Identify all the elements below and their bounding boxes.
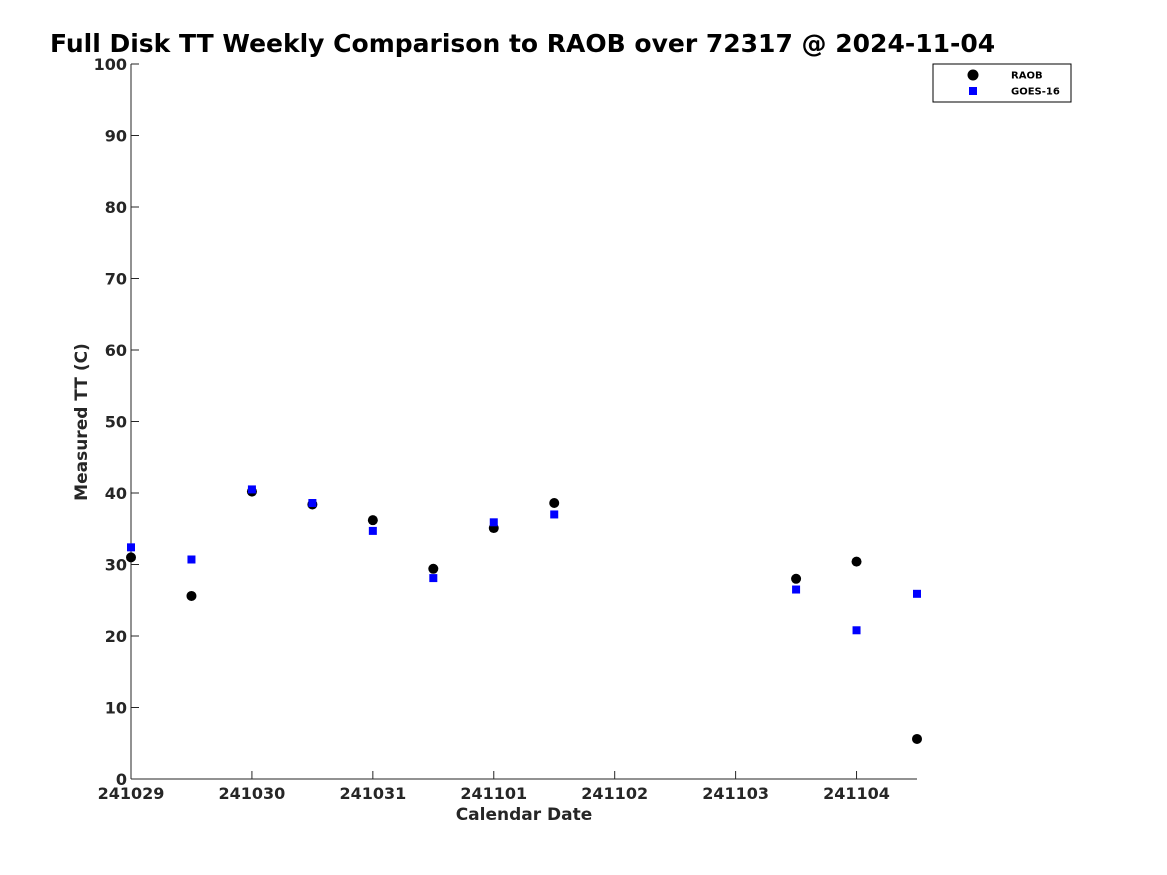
raob-point bbox=[428, 563, 439, 574]
goes-16-point bbox=[913, 589, 921, 598]
x-tick-label: 241104 bbox=[823, 784, 890, 803]
goes-16-point bbox=[489, 518, 498, 527]
legend-raob-marker bbox=[967, 69, 979, 81]
x-tick-label: 241031 bbox=[339, 784, 406, 803]
legend: RAOB GOES-16 bbox=[932, 63, 1072, 103]
raob-point bbox=[126, 552, 136, 563]
x-ticks: 241029 241030 241031 241101 241102 241103 2411… bbox=[98, 771, 890, 803]
goes-16-point bbox=[308, 499, 317, 508]
goes-16-point bbox=[852, 626, 861, 635]
x-tick-label: 241030 bbox=[219, 784, 286, 803]
x-axis-label: Calendar Date bbox=[456, 805, 593, 825]
raob-point bbox=[367, 515, 378, 526]
legend-goes-16-marker bbox=[969, 87, 977, 95]
y-tick-label: 40 bbox=[105, 484, 127, 503]
goes-16-point bbox=[550, 510, 559, 519]
y-tick-label: 10 bbox=[105, 699, 127, 718]
legend-box bbox=[932, 63, 1072, 103]
x-tick-label: 241101 bbox=[460, 784, 527, 803]
goes-16-point bbox=[792, 585, 801, 594]
y-tick-label: 80 bbox=[105, 198, 127, 217]
y-tick-label: 0 bbox=[116, 770, 127, 789]
chart-title: Full Disk TT Weekly Comparison to RAOB o… bbox=[50, 29, 995, 58]
y-tick-label: 50 bbox=[105, 413, 127, 432]
legend-label: RAOB bbox=[1011, 71, 1043, 82]
goes-16-point bbox=[127, 543, 135, 552]
raob-point bbox=[851, 556, 862, 567]
y-tick-label: 20 bbox=[105, 627, 127, 646]
raob-point bbox=[549, 498, 560, 509]
raob-point bbox=[912, 733, 922, 744]
raob-point bbox=[791, 573, 802, 584]
axes bbox=[130, 64, 917, 780]
x-tick-label: 241103 bbox=[702, 784, 769, 803]
goes-16-point bbox=[247, 485, 256, 494]
legend-label: GOES-16 bbox=[1011, 87, 1060, 98]
y-axis-label: Measured TT (C) bbox=[72, 343, 92, 501]
y-tick-label: 100 bbox=[94, 55, 127, 74]
y-tick-label: 60 bbox=[105, 341, 127, 360]
data-points bbox=[126, 485, 922, 744]
y-tick-label: 30 bbox=[105, 556, 127, 575]
goes-16-point bbox=[368, 526, 377, 535]
y-tick-label: 90 bbox=[105, 127, 127, 146]
goes-16-point bbox=[429, 574, 438, 583]
raob-point bbox=[186, 590, 197, 601]
y-tick-label: 70 bbox=[105, 270, 127, 289]
goes-16-point bbox=[187, 555, 196, 564]
y-ticks: 0 10 20 30 40 50 60 70 80 90 100 bbox=[94, 55, 139, 789]
x-tick-label: 241102 bbox=[581, 784, 648, 803]
x-tick-label: 241029 bbox=[98, 784, 165, 803]
